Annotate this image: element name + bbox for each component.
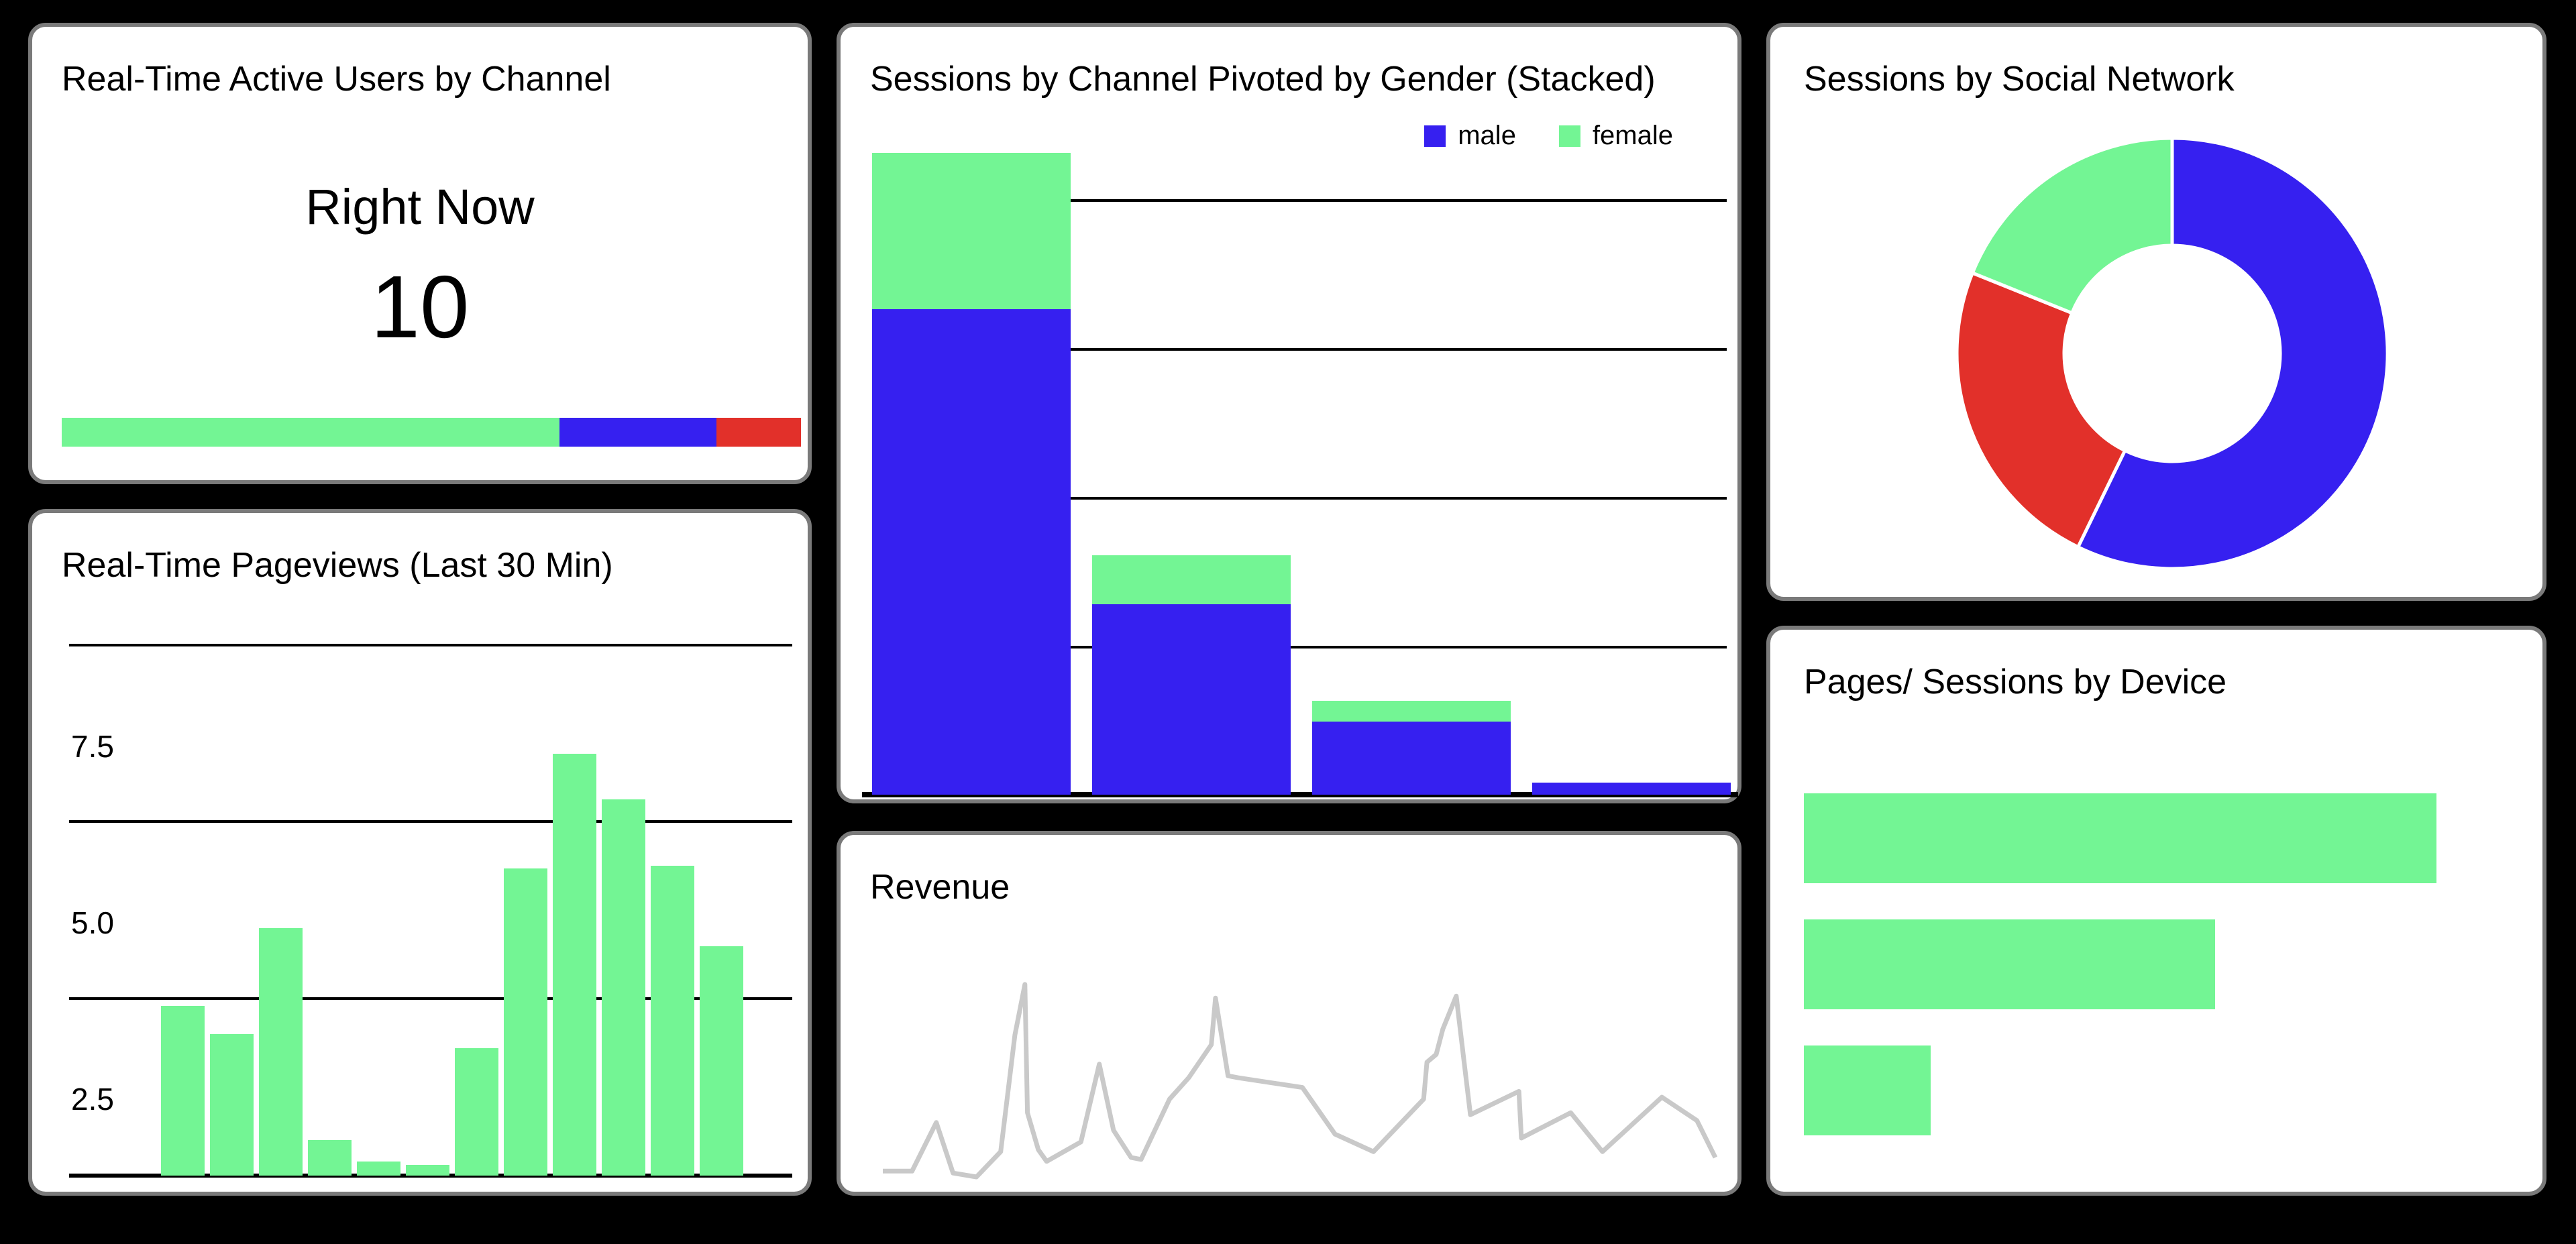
panel-title-revenue: Revenue [870, 868, 1010, 907]
stacked-bar-female[interactable] [1312, 701, 1511, 722]
x-axis-line [862, 792, 1738, 797]
x-axis-line [69, 1174, 792, 1178]
social-network-donut-chart[interactable] [1770, 27, 2542, 594]
gridline [69, 997, 792, 1000]
y-axis-tick: 5.0 [71, 905, 114, 940]
y-axis-tick: 2.5 [71, 1082, 114, 1117]
pageviews-bar[interactable] [210, 1034, 254, 1176]
pageviews-bar[interactable] [406, 1165, 449, 1176]
stacked-bar-male[interactable] [872, 309, 1071, 795]
gridline [69, 644, 792, 646]
device-bar[interactable] [1804, 793, 2436, 883]
panel-title-pageviews: Real-Time Pageviews (Last 30 Min) [62, 546, 613, 585]
channel-segment-red[interactable] [716, 418, 801, 447]
donut-slice-red[interactable] [1955, 270, 2127, 550]
active-users-channel-bar[interactable] [62, 418, 801, 447]
y-axis-tick: 7.5 [71, 729, 114, 764]
panel-pageviews: Real-Time Pageviews (Last 30 Min) 7.5 5.… [28, 509, 812, 1196]
donut-slice-blue[interactable] [2076, 136, 2390, 571]
legend: male female [1424, 121, 1673, 151]
panel-sessions-by-gender: Sessions by Channel Pivoted by Gender (S… [837, 23, 1741, 803]
gridline [872, 646, 1727, 648]
legend-swatch-male [1424, 125, 1446, 147]
channel-segment-green[interactable] [62, 418, 559, 447]
revenue-line [883, 982, 1718, 1180]
pageviews-bar[interactable] [455, 1048, 498, 1176]
panel-pages-sessions-by-device: Pages/ Sessions by Device [1766, 626, 2546, 1196]
gridline [872, 497, 1727, 500]
stacked-bar-female[interactable] [872, 153, 1071, 309]
pageviews-bar[interactable] [700, 946, 743, 1176]
stacked-bar-male[interactable] [1532, 783, 1731, 795]
donut-slice-green[interactable] [1970, 136, 2174, 316]
panel-revenue: Revenue [837, 831, 1741, 1196]
gridline [872, 348, 1727, 351]
pageviews-bar[interactable] [504, 868, 547, 1176]
panel-active-users: Real-Time Active Users by Channel Right … [28, 23, 812, 484]
right-now-label: Right Now [305, 179, 535, 235]
pageviews-bar[interactable] [651, 866, 694, 1176]
gridline [69, 820, 792, 823]
pageviews-bar[interactable] [602, 799, 645, 1176]
panel-title-social-network: Sessions by Social Network [1804, 60, 2235, 99]
pageviews-bar[interactable] [308, 1140, 352, 1176]
legend-item-male: male [1424, 121, 1516, 151]
legend-swatch-female [1558, 125, 1580, 147]
panel-title-device: Pages/ Sessions by Device [1804, 663, 2227, 701]
panel-title-active-users: Real-Time Active Users by Channel [62, 60, 611, 99]
gridline [872, 199, 1727, 202]
stacked-bar-male[interactable] [1312, 722, 1511, 795]
active-users-value: 10 [370, 258, 470, 356]
revenue-line-chart[interactable] [883, 977, 1719, 1182]
pageviews-bar[interactable] [357, 1162, 400, 1176]
legend-label-male: male [1458, 121, 1516, 150]
device-bar[interactable] [1804, 919, 2215, 1009]
pageviews-bar[interactable] [161, 1006, 205, 1176]
stacked-bar-female[interactable] [1092, 555, 1291, 604]
pageviews-bar[interactable] [553, 754, 596, 1176]
device-bar[interactable] [1804, 1045, 1931, 1135]
legend-label-female: female [1592, 121, 1673, 150]
channel-segment-blue[interactable] [559, 418, 717, 447]
legend-item-female: female [1558, 121, 1673, 151]
panel-sessions-by-social-network: Sessions by Social Network [1766, 23, 2546, 601]
panel-title-sessions-by-gender: Sessions by Channel Pivoted by Gender (S… [870, 60, 1656, 99]
stacked-bar-male[interactable] [1092, 604, 1291, 795]
pageviews-bar[interactable] [259, 928, 303, 1176]
